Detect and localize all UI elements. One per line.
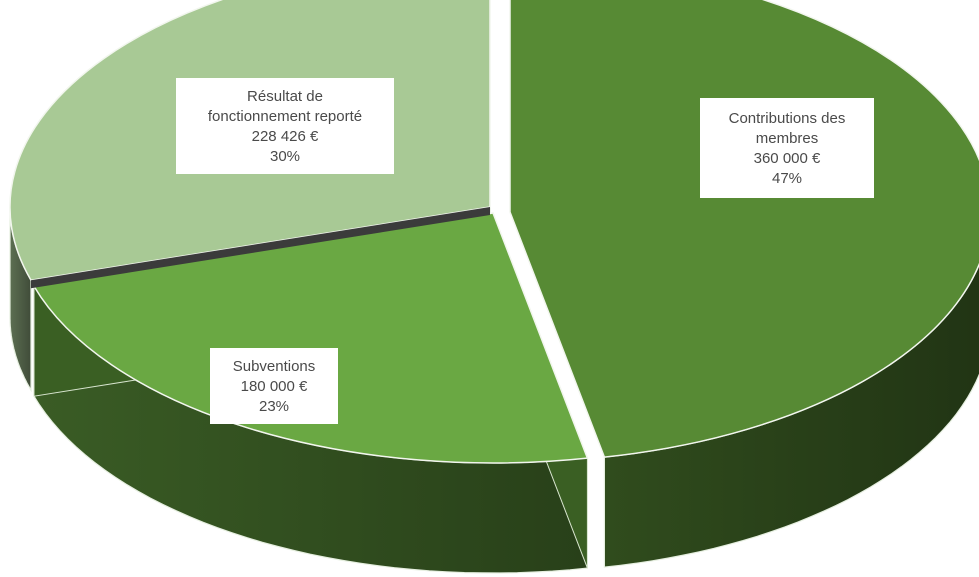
slice-percent-label: 30%: [270, 148, 300, 165]
slice-name-label: membres: [756, 130, 819, 147]
slice-value-label: 228 426 €: [252, 128, 319, 145]
data-label-box: [210, 348, 338, 424]
slice-name-label: Résultat de: [247, 88, 323, 105]
data-label-0: Contributions des membres 360 000 € 47%: [700, 98, 874, 198]
pie-data-labels: Contributions des membres 360 000 € 47% Subv…: [176, 78, 874, 424]
data-label-1: Subventions 180 000 € 23%: [210, 348, 338, 424]
slice-percent-label: 47%: [772, 170, 802, 187]
slice-edge-dark: [31, 207, 490, 289]
data-label-box: [700, 98, 874, 198]
slice-name-label: fonctionnement reporté: [208, 108, 362, 125]
pie-slices: [9, 0, 979, 464]
slice-name-label: Contributions des: [729, 110, 846, 127]
slice-value-label: 360 000 €: [754, 150, 821, 167]
data-label-2: Résultat de fonctionnement reporté 228 426…: [176, 78, 394, 174]
pie-slice-1: [32, 212, 589, 464]
slice-name-label: Subventions: [233, 358, 316, 375]
data-label-box: [176, 78, 394, 174]
slice-percent-label: 23%: [259, 398, 289, 415]
slice-value-label: 180 000 €: [241, 378, 308, 395]
